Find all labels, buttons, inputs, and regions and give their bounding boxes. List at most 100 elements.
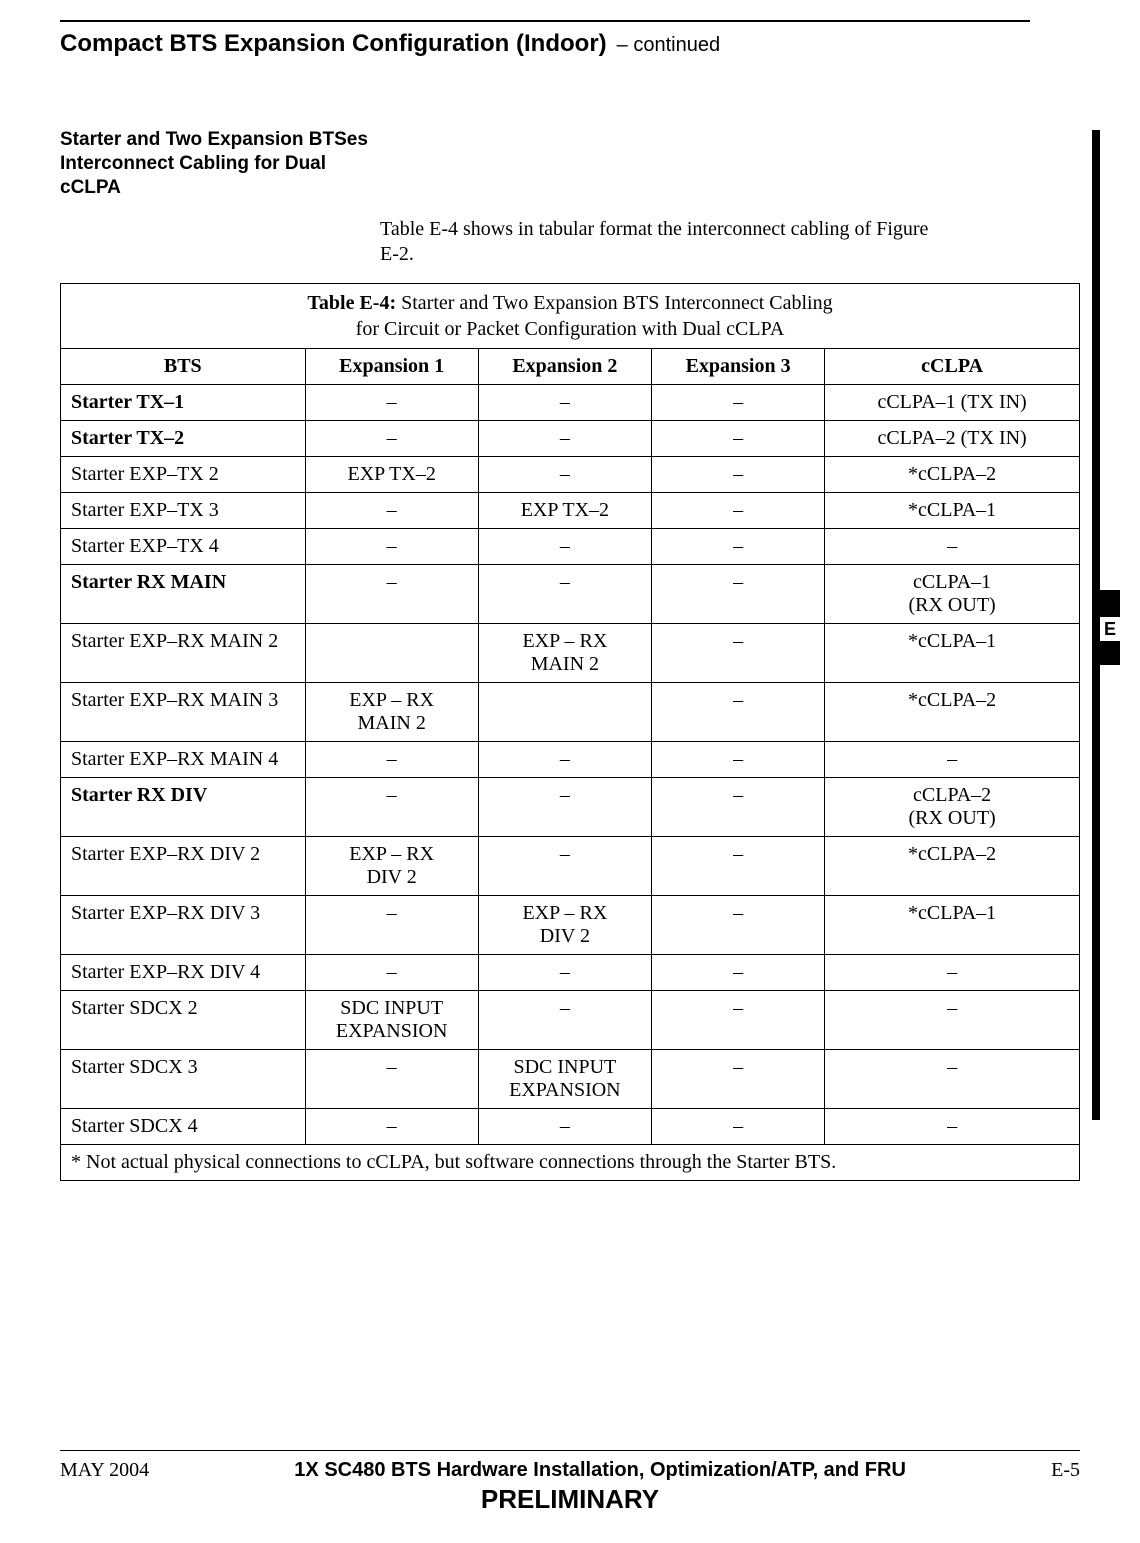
table-cell: *cCLPA–2	[825, 457, 1080, 493]
table-cell: EXP – RXDIV 2	[305, 837, 478, 896]
table-cell: Starter EXP–RX MAIN 2	[61, 624, 306, 683]
table-cell: –	[478, 421, 651, 457]
table-cell: Starter RX MAIN	[61, 565, 306, 624]
table-cell: Starter SDCX 4	[61, 1109, 306, 1145]
table-cell: –	[825, 991, 1080, 1050]
table-body: Starter TX–1–––cCLPA–1 (TX IN)Starter TX…	[61, 385, 1080, 1145]
caption-strong: Table E-4:	[307, 292, 396, 314]
table-cell: –	[651, 955, 824, 991]
table-cell: –	[478, 457, 651, 493]
table-cell: –	[305, 955, 478, 991]
table-cell: –	[651, 529, 824, 565]
section-intro: Table E-4 shows in tabular format the in…	[380, 217, 940, 267]
table-cell: –	[478, 742, 651, 778]
table-cell: –	[305, 1050, 478, 1109]
table-row: Starter SDCX 3–SDC INPUTEXPANSION––	[61, 1050, 1080, 1109]
table-cell: –	[305, 529, 478, 565]
table-cell: –	[651, 896, 824, 955]
table-cell: SDC INPUTEXPANSION	[478, 1050, 651, 1109]
page-header: Compact BTS Expansion Configuration (Ind…	[60, 30, 1080, 58]
table-row: Starter TX–2–––cCLPA–2 (TX IN)	[61, 421, 1080, 457]
table-cell: –	[305, 896, 478, 955]
table-row: Starter EXP–RX DIV 3–EXP – RXDIV 2–*cCLP…	[61, 896, 1080, 955]
table-cell: EXP – RXMAIN 2	[305, 683, 478, 742]
table-cell: *cCLPA–1	[825, 896, 1080, 955]
table-cell: –	[305, 742, 478, 778]
table-cell: –	[478, 1109, 651, 1145]
table-cell: Starter EXP–RX MAIN 3	[61, 683, 306, 742]
col-header-bts: BTS	[61, 349, 306, 385]
table-cell: Starter TX–2	[61, 421, 306, 457]
table-cell: –	[478, 385, 651, 421]
table-cell: –	[651, 742, 824, 778]
table-cell: –	[305, 421, 478, 457]
footer-rule	[60, 1450, 1080, 1451]
table-cell: –	[825, 1109, 1080, 1145]
top-rule	[60, 20, 1030, 22]
table-cell: –	[651, 624, 824, 683]
table-cell: *cCLPA–1	[825, 624, 1080, 683]
table-row: Starter TX–1–––cCLPA–1 (TX IN)	[61, 385, 1080, 421]
table-cell: SDC INPUTEXPANSION	[305, 991, 478, 1050]
footer-row: MAY 2004 1X SC480 BTS Hardware Installat…	[60, 1459, 1080, 1482]
cabling-table: Table E-4: Starter and Two Expansion BTS…	[60, 283, 1080, 1181]
table-cell: –	[651, 778, 824, 837]
col-header-exp3: Expansion 3	[651, 349, 824, 385]
table-cell: –	[651, 683, 824, 742]
table-row: Starter RX DIV–––cCLPA–2(RX OUT)	[61, 778, 1080, 837]
table-footnote: * Not actual physical connections to cCL…	[61, 1145, 1080, 1181]
table-cell: Starter SDCX 3	[61, 1050, 306, 1109]
table-cell: Starter EXP–TX 3	[61, 493, 306, 529]
table-cell: –	[651, 1109, 824, 1145]
table-cell: –	[825, 529, 1080, 565]
table-cell: EXP – RXMAIN 2	[478, 624, 651, 683]
table-cell: Starter RX DIV	[61, 778, 306, 837]
footer-page-num: E-5	[1051, 1459, 1080, 1482]
table-cell: –	[651, 421, 824, 457]
table-cell: *cCLPA–1	[825, 493, 1080, 529]
table-cell: Starter SDCX 2	[61, 991, 306, 1050]
table-cell: *cCLPA–2	[825, 683, 1080, 742]
table-cell: –	[305, 565, 478, 624]
table-row: Starter EXP–TX 4––––	[61, 529, 1080, 565]
table-row: Starter RX MAIN–––cCLPA–1(RX OUT)	[61, 565, 1080, 624]
table-cell: *cCLPA–2	[825, 837, 1080, 896]
table-footnote-row: * Not actual physical connections to cCL…	[61, 1145, 1080, 1181]
table-header-row: BTS Expansion 1 Expansion 2 Expansion 3 …	[61, 349, 1080, 385]
table-cell: –	[478, 778, 651, 837]
table-caption-row: Table E-4: Starter and Two Expansion BTS…	[61, 284, 1080, 349]
table-cell: EXP TX–2	[305, 457, 478, 493]
side-tab-letter: E	[1100, 617, 1120, 641]
table-row: Starter EXP–TX 2EXP TX–2––*cCLPA–2	[61, 457, 1080, 493]
table-cell: cCLPA–2(RX OUT)	[825, 778, 1080, 837]
table-cell: Starter EXP–RX DIV 3	[61, 896, 306, 955]
footer-preliminary: PRELIMINARY	[60, 1484, 1080, 1515]
table-cell: –	[651, 991, 824, 1050]
page-footer: MAY 2004 1X SC480 BTS Hardware Installat…	[60, 1450, 1080, 1515]
table-cell	[478, 683, 651, 742]
table-cell: cCLPA–1(RX OUT)	[825, 565, 1080, 624]
col-header-exp1: Expansion 1	[305, 349, 478, 385]
table-cell: –	[478, 529, 651, 565]
side-index-bar	[1092, 130, 1100, 1120]
table-cell: –	[478, 991, 651, 1050]
table-cell	[305, 624, 478, 683]
table-row: Starter EXP–RX MAIN 2 EXP – RXMAIN 2–*cCL…	[61, 624, 1080, 683]
table-row: Starter EXP–RX MAIN 4––––	[61, 742, 1080, 778]
col-header-exp2: Expansion 2	[478, 349, 651, 385]
table-cell: Starter EXP–RX DIV 2	[61, 837, 306, 896]
table-cell: cCLPA–2 (TX IN)	[825, 421, 1080, 457]
table-cell: cCLPA–1 (TX IN)	[825, 385, 1080, 421]
col-header-cclpa: cCLPA	[825, 349, 1080, 385]
table-row: Starter EXP–RX MAIN 3EXP – RXMAIN 2 –*cCL…	[61, 683, 1080, 742]
section-title: Starter and Two Expansion BTSes Intercon…	[60, 128, 390, 199]
header-continued: – continued	[617, 34, 720, 57]
table-caption: Table E-4: Starter and Two Expansion BTS…	[61, 284, 1080, 349]
table-cell: –	[825, 955, 1080, 991]
table-cell: –	[305, 778, 478, 837]
table-row: Starter SDCX 2SDC INPUTEXPANSION–––	[61, 991, 1080, 1050]
table-cell: –	[651, 385, 824, 421]
table-cell: –	[651, 493, 824, 529]
table-cell: Starter TX–1	[61, 385, 306, 421]
table-cell: –	[651, 1050, 824, 1109]
